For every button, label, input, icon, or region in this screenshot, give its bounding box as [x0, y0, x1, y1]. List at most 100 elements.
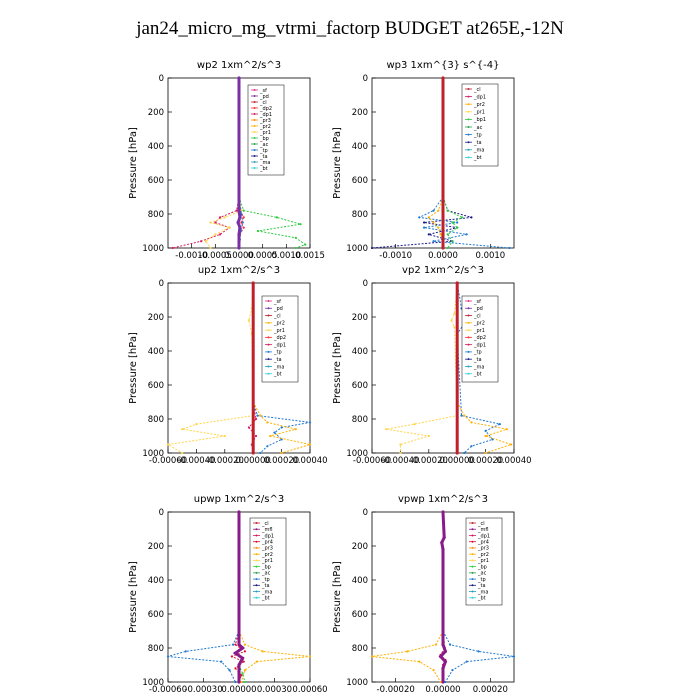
legend-marker — [255, 534, 258, 537]
legend-marker — [255, 559, 258, 562]
panel-4: vp2 1xm^2/s^3 0 200 400 600 800 1000 Pressure [… — [332, 265, 532, 466]
series-point-cl — [441, 246, 445, 250]
series-point-pr2 — [510, 443, 513, 446]
y-tick-label: 0 — [363, 74, 368, 84]
series-point-tp — [166, 655, 170, 658]
legend-entry: _pr1 — [473, 328, 485, 334]
y-tick-label: 800 — [352, 210, 368, 220]
legend-entry: _pr2 — [259, 124, 271, 130]
series-point-mfl — [237, 510, 241, 514]
legend-marker — [253, 89, 256, 91]
x-tick-label: 0.00020 — [264, 456, 299, 466]
y-tick-label: 1000 — [142, 449, 164, 459]
legend-entry: _pr1 — [259, 130, 271, 136]
legend-box — [249, 517, 287, 606]
x-tick-label: 0.0000 — [428, 251, 458, 261]
series-line-mfl — [232, 512, 245, 682]
y-tick-label: 0 — [159, 508, 164, 518]
series-point-tp — [418, 216, 421, 219]
legend-marker — [471, 584, 474, 587]
series-point-pr2 — [406, 650, 409, 653]
y-tick-label: 600 — [352, 381, 368, 391]
legend-marker — [467, 329, 470, 332]
panel-1: wp2 1xm^2/s^3 0 200 400 600 800 1000 Pressure [… — [128, 60, 325, 261]
series-point-mfl — [442, 535, 446, 540]
legend-entry: _ma — [273, 364, 284, 370]
legend-entry: _tp — [273, 350, 282, 356]
legend-entry: _pr3 — [259, 118, 271, 124]
series-point-tp — [273, 431, 276, 434]
legend-entry: _bp — [261, 564, 271, 570]
legend: _cl_mfl_dp1_pr4_pr3_pr2_pr1_bp_ac_tp_ta_… — [249, 517, 287, 606]
x-tick-label: -0.00040 — [177, 456, 215, 466]
series-line-pr2 — [371, 630, 444, 683]
series-point-pr1 — [385, 428, 388, 431]
legend-marker — [267, 372, 270, 375]
legend-entry: _pr4 — [261, 539, 273, 545]
legend-entry: _bp — [259, 136, 269, 142]
legend-entry: _ma — [259, 160, 270, 166]
legend-entry: _ta — [261, 583, 270, 589]
series-point-mfl — [443, 649, 447, 654]
series-point-pr1 — [209, 221, 212, 224]
series-point-tp — [470, 445, 473, 448]
series-point-mfl — [441, 547, 445, 552]
legend-entry: _ta — [473, 357, 482, 363]
plot-frame — [371, 282, 515, 454]
series-point-cl — [251, 451, 255, 455]
x-tick-label: 0.00000 — [221, 685, 256, 695]
series-point-tp — [484, 429, 487, 432]
legend-marker — [255, 546, 258, 549]
series-point-ta — [422, 221, 426, 224]
legend-marker — [471, 578, 474, 581]
legend-marker — [255, 596, 258, 599]
legend-entry: _dp1 — [473, 94, 486, 100]
y-axis-label: Pressure [hPa] — [332, 332, 343, 404]
legend-entry: _ac — [259, 142, 269, 148]
legend-marker — [467, 156, 470, 159]
legend-marker — [467, 372, 470, 375]
series-point-pr2 — [427, 216, 430, 219]
series-point-bp — [241, 672, 244, 675]
series-point-mfl — [441, 680, 445, 684]
legend-marker — [467, 307, 470, 310]
y-tick-label: 600 — [352, 610, 368, 620]
legend-entry: _ac — [473, 125, 483, 131]
series-point-pr1 — [209, 246, 212, 250]
series-point-pr2 — [437, 226, 440, 229]
legend-marker — [253, 167, 256, 169]
series-line-tp — [442, 630, 515, 683]
y-tick-label: 200 — [352, 542, 368, 552]
legend-entry: _pd — [473, 306, 483, 312]
series-point-pr2 — [255, 660, 258, 663]
series-point-pr2 — [280, 451, 283, 455]
series-point-pr2 — [240, 680, 243, 684]
series-point-pr1 — [450, 319, 453, 322]
series-point-bp — [243, 680, 247, 684]
legend-entry: _tp — [473, 350, 482, 356]
y-tick-label: 200 — [352, 108, 368, 118]
series-point-pd — [238, 215, 242, 219]
legend-entry: _ac — [261, 571, 271, 577]
series-line-pr1 — [166, 282, 254, 454]
panel-5: upwp 1xm^2/s^3 0 200 400 600 800 1000 Pressure … — [128, 494, 328, 695]
legend-marker — [467, 365, 470, 368]
x-tick-label: -0.00060 — [149, 456, 187, 466]
x-tick-label: -0.00020 — [206, 456, 244, 466]
legend-marker — [471, 540, 474, 543]
legend-marker — [467, 118, 470, 121]
series-point-mfl — [237, 643, 241, 647]
legend-entry: _pr1 — [473, 110, 485, 116]
y-axis-label: Pressure [hPa] — [128, 127, 139, 199]
legend-marker — [267, 336, 270, 339]
y-axis-label: Pressure [hPa] — [332, 561, 343, 633]
series-point-tp — [256, 414, 259, 417]
legend-marker — [467, 141, 470, 144]
y-axis-label: Pressure [hPa] — [128, 561, 139, 633]
series-point-tp — [512, 655, 516, 658]
series-point-bp — [275, 216, 278, 219]
series-point-tp — [508, 246, 511, 250]
series-point-pr1 — [427, 434, 430, 438]
series-point-tp — [451, 669, 454, 672]
